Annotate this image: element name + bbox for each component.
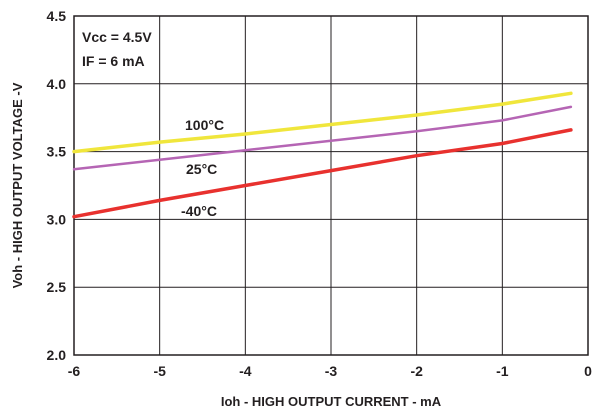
annotation-vcc: Vcc = 4.5V bbox=[82, 29, 152, 45]
x-tick-label: -6 bbox=[68, 363, 81, 379]
x-axis-title: Ioh - HIGH OUTPUT CURRENT - mA bbox=[221, 394, 442, 409]
tick-labels: -6 -5 -4 -3 -2 -1 0 2.0 2.5 3.0 3.5 4.0 4.5 bbox=[47, 8, 593, 379]
annotation-if: IF = 6 mA bbox=[82, 53, 145, 69]
x-tick-label: -3 bbox=[325, 363, 338, 379]
y-tick-label: 4.5 bbox=[47, 8, 67, 24]
y-tick-label: 3.5 bbox=[47, 144, 67, 160]
series-line bbox=[72, 105, 573, 171]
series-lines bbox=[72, 91, 573, 219]
plot-frame bbox=[73, 15, 589, 356]
x-tick-label: -4 bbox=[239, 363, 252, 379]
x-tick-label: -1 bbox=[496, 363, 509, 379]
series-label-minus40c: -40°C bbox=[181, 203, 217, 219]
y-axis-title: Voh - HIGH OUTPUT VOLTAGE -V bbox=[10, 82, 25, 288]
y-tick-label: 2.5 bbox=[47, 279, 67, 295]
y-tick-label: 4.0 bbox=[47, 76, 67, 92]
y-tick-label: 2.0 bbox=[47, 347, 67, 363]
x-tick-label: -2 bbox=[410, 363, 423, 379]
series-label-25c: 25°C bbox=[186, 161, 217, 177]
series-line bbox=[72, 128, 573, 219]
x-tick-label: -5 bbox=[153, 363, 166, 379]
series-line bbox=[72, 91, 573, 154]
grid bbox=[73, 15, 589, 356]
y-tick-label: 3.0 bbox=[47, 211, 67, 227]
x-tick-label: 0 bbox=[584, 363, 592, 379]
series-label-100c: 100°C bbox=[185, 117, 224, 133]
